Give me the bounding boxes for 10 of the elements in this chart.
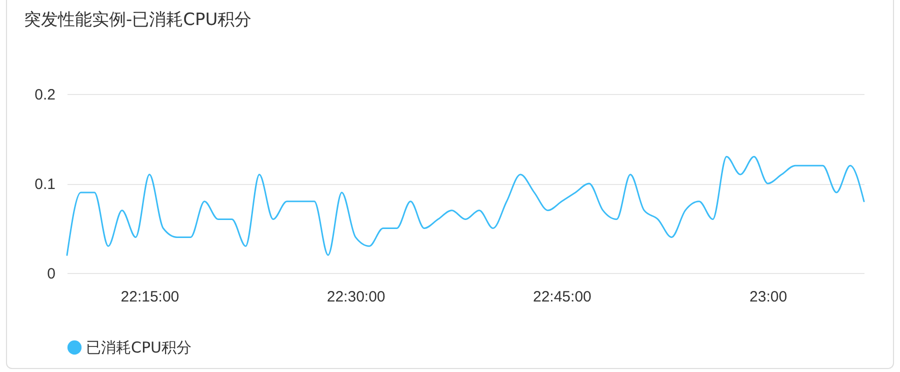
- chart-title: 突发性能实例-已消耗CPU积分: [24, 9, 252, 31]
- x-tick-label: 22:30:00: [326, 288, 386, 306]
- x-tick-label: 22:45:00: [532, 288, 592, 306]
- y-tick-label: 0.2: [34, 86, 56, 104]
- y-tick-label: 0.1: [34, 176, 56, 193]
- line-series: [66, 156, 865, 256]
- y-tick-label: 0: [47, 266, 56, 282]
- x-tick-label: 23:00: [750, 288, 788, 306]
- x-tick-label: 22:15:00: [120, 288, 180, 306]
- legend-label: 已消耗CPU积分: [86, 338, 192, 356]
